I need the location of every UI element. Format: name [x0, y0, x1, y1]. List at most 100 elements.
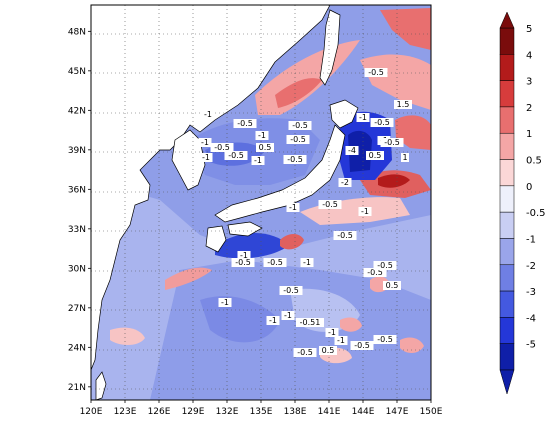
contour-label: -1: [359, 113, 367, 122]
contour-label: 1: [402, 153, 407, 162]
contour-label-bg: [199, 153, 213, 162]
contour-label: -1: [328, 328, 336, 337]
contour-label: -1: [289, 203, 297, 212]
grid: [91, 5, 431, 400]
colorbar-segment: [499, 54, 515, 81]
lon-tick-label: 147E: [386, 407, 409, 417]
colorbar-label: 4: [526, 50, 532, 61]
contour-label-bg: [279, 286, 303, 295]
colorbar-segment: [499, 317, 515, 344]
colorbar-segment: [499, 343, 515, 371]
colorbar-label: -0.5: [526, 208, 546, 219]
contour-label: -0.5: [297, 348, 313, 357]
contour-label: -1: [303, 258, 311, 267]
lat-tick-label: 30N: [68, 264, 86, 274]
contour-label: -1: [202, 153, 210, 162]
colorbar: 5 4 3 2 1 0.5 0 -0.5 -1 -2 -3 -4 -5: [499, 11, 546, 395]
lat-tick-label: 36N: [68, 185, 86, 195]
contour-label: -1: [361, 207, 369, 216]
contour-label: -1: [240, 251, 248, 260]
colorbar-label: 0: [526, 182, 532, 193]
contour-label: 0.5: [259, 143, 272, 152]
lon-tick-label: 135E: [250, 407, 273, 417]
contour-label: 0.5: [369, 151, 382, 160]
lat-tick-label: 33N: [68, 225, 86, 235]
contour-label-bg: [373, 261, 397, 270]
colorbar-label: 2: [526, 103, 532, 114]
lat-tick-label: 21N: [68, 383, 86, 393]
lon-tick-label: 150E: [420, 407, 443, 417]
lat-tick-label: 42N: [68, 106, 86, 116]
lat-tick-label: 27N: [68, 304, 86, 314]
contour-label-bg: [334, 336, 348, 345]
contour-label-bg: [281, 311, 295, 320]
contour-label-bg: [318, 200, 342, 209]
contour-label: -0.5: [283, 286, 299, 295]
contour-label-bg: [356, 113, 370, 122]
contour-label-bg: [373, 335, 397, 344]
contour-label-bg: [363, 268, 387, 277]
colorbar-segment: [499, 264, 515, 292]
contour-label-bg: [358, 207, 372, 216]
contour-label-bg: [283, 155, 307, 164]
contour-label: -0.5: [368, 68, 384, 77]
colorbar-segment: [499, 211, 515, 239]
colorbar-segment: [499, 159, 515, 187]
contour-label-bg: [224, 151, 248, 160]
colorbar-label: -2: [526, 261, 536, 272]
contour-label-bg: [288, 121, 312, 130]
colorbar-segment: [499, 185, 515, 213]
contour-label-bg: [201, 110, 215, 119]
contour-label-bg: [233, 119, 257, 128]
contour-label-bg: [263, 258, 287, 267]
contour-label-bg: [286, 203, 300, 212]
contour-label-bg: [345, 146, 359, 155]
contour-label-bg: [383, 281, 401, 290]
colorbar-segment: [499, 106, 515, 134]
contour-label: -0.5: [237, 119, 253, 128]
contour-label: 0.5: [386, 281, 399, 290]
contour-label: -1: [337, 336, 345, 345]
contour-label-bg: [401, 153, 409, 162]
contour-label-bg: [366, 151, 384, 160]
colorbar-label: -4: [526, 313, 536, 324]
contour-label: -1: [204, 110, 212, 119]
contour-label: -0.5: [287, 155, 303, 164]
contour-label: -0.5: [214, 143, 230, 152]
contour-label: -0.5: [374, 118, 390, 127]
colorbar-segment: [499, 27, 515, 55]
contour-label: 1.5: [397, 100, 410, 109]
contour-label: -0.5: [354, 341, 370, 350]
colorbar-label: -3: [526, 287, 536, 298]
contour-label-bg: [231, 258, 255, 267]
lon-tick-label: 141E: [318, 407, 341, 417]
contour-label-bg: [394, 100, 412, 109]
latitude-ticks: 21N 24N 27N 30N 33N 36N 39N 42N 45N 48N: [68, 27, 91, 393]
colorbar-top-arrow: [499, 11, 515, 29]
contour-label-bg: [319, 346, 337, 355]
contour-label: -0.5: [367, 268, 383, 277]
lon-tick-label: 138E: [284, 407, 307, 417]
lon-tick-label: 123E: [114, 407, 137, 417]
colorbar-segment: [499, 132, 515, 160]
contour-label: -0.5: [322, 200, 338, 209]
contour-label: -0.5: [267, 258, 283, 267]
contour-label: -0.5: [235, 258, 251, 267]
contour-label-bg: [286, 135, 310, 144]
contour-label: 0.5: [322, 346, 335, 355]
land: [91, 5, 359, 400]
contour-label: -1: [254, 156, 262, 165]
contour-label-bg: [210, 143, 234, 152]
lon-tick-label: 129E: [182, 407, 205, 417]
contour-label: -1: [221, 298, 229, 307]
contour-label: -0.5: [337, 231, 353, 240]
lat-tick-label: 39N: [68, 146, 86, 156]
lat-tick-label: 45N: [68, 67, 86, 77]
contour-label-bg: [237, 251, 251, 260]
contour-label-bg: [300, 258, 314, 267]
contour-label-bg: [296, 318, 324, 327]
contour-label-bg: [218, 298, 232, 307]
lon-tick-label: 126E: [148, 407, 171, 417]
colorbar-segment: [499, 80, 515, 108]
